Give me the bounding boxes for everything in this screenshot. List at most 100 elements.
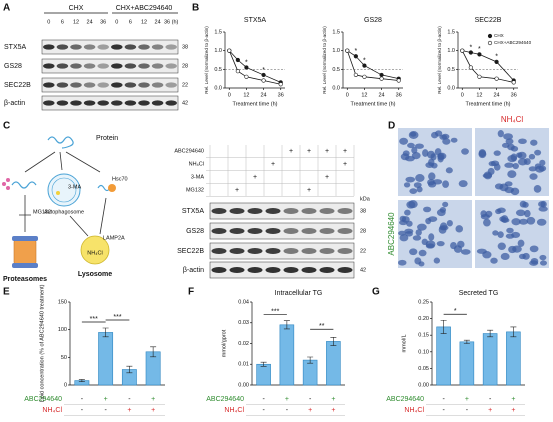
nucleus xyxy=(540,200,547,208)
point xyxy=(362,63,367,68)
band xyxy=(111,44,123,50)
band xyxy=(283,228,299,234)
band xyxy=(56,63,69,69)
legend-marker xyxy=(487,33,493,39)
nucleus xyxy=(503,133,514,140)
protein-label: β-actin xyxy=(4,100,25,107)
sign: - xyxy=(262,407,265,414)
sign: + xyxy=(465,396,469,403)
nucleus xyxy=(423,206,432,213)
y-tick-label: 0.15 xyxy=(418,333,429,339)
nucleus xyxy=(457,240,465,248)
panel-label: E xyxy=(3,287,10,298)
bar xyxy=(482,333,498,386)
y-tick-label: 1.0 xyxy=(447,48,455,54)
proteasome-cap xyxy=(12,263,38,268)
y-tick-label: 0.00 xyxy=(238,382,249,388)
nucleus xyxy=(402,150,410,157)
y-tick-label: 150 xyxy=(58,299,67,305)
band xyxy=(301,228,317,234)
bar xyxy=(256,363,271,386)
band xyxy=(337,208,353,214)
nucleus xyxy=(418,261,425,267)
y-tick-label: 0.04 xyxy=(238,299,249,305)
ubiquitinated-protein xyxy=(11,181,37,189)
point xyxy=(244,74,249,79)
nucleus xyxy=(406,220,413,227)
nucleus xyxy=(528,166,537,172)
protein-label: β-actin xyxy=(183,267,204,274)
sign: + xyxy=(325,148,329,155)
sign: + xyxy=(235,187,239,194)
band xyxy=(83,63,96,69)
nucleus xyxy=(536,218,547,226)
sig-label: *** xyxy=(90,316,98,323)
x-axis-label: Treatment time (h) xyxy=(350,101,395,107)
nucleus xyxy=(497,130,504,138)
nucleus xyxy=(450,137,458,143)
proteasome-cap xyxy=(12,236,38,241)
nucleus xyxy=(407,142,415,149)
nucleus xyxy=(436,209,446,217)
axes xyxy=(224,32,285,89)
nucleus xyxy=(439,134,447,140)
sign: + xyxy=(104,396,108,403)
time-label: 6 xyxy=(61,19,64,25)
point xyxy=(261,72,266,78)
point xyxy=(235,69,240,74)
nucleus xyxy=(497,242,506,250)
nucleus xyxy=(497,231,504,239)
y-tick-label: 0.0 xyxy=(332,85,340,91)
band xyxy=(283,208,299,214)
nucleus xyxy=(437,154,444,163)
point xyxy=(494,76,499,81)
time-label: 24 xyxy=(87,19,93,25)
nucleus xyxy=(511,231,521,238)
legend-label: CHX+ABC294640 xyxy=(494,40,532,45)
point xyxy=(235,57,240,63)
sign: - xyxy=(262,396,265,403)
nucleus xyxy=(530,257,539,265)
band xyxy=(211,208,227,214)
kda-label: 42 xyxy=(360,267,366,273)
ubiquitin xyxy=(6,186,10,190)
band xyxy=(319,267,335,273)
sign: + xyxy=(307,187,311,194)
band xyxy=(165,100,177,106)
nucleus xyxy=(412,235,422,241)
point xyxy=(261,78,266,83)
band xyxy=(70,100,82,106)
nucleus xyxy=(461,148,469,155)
scheme-protein: Protein xyxy=(96,135,118,142)
degradation-scheme: Protein MG132 Proteasomes 3-MA Autophago… xyxy=(2,135,128,283)
nucleus xyxy=(512,245,522,253)
band xyxy=(43,100,55,106)
band xyxy=(56,44,69,50)
y-tick-label: 1.0 xyxy=(214,48,222,54)
band xyxy=(83,100,96,106)
band xyxy=(265,228,281,234)
nucleus xyxy=(425,162,435,168)
nucleus xyxy=(418,249,427,257)
axes xyxy=(342,32,403,89)
error-bar xyxy=(150,346,157,358)
band xyxy=(165,44,177,50)
nucleus xyxy=(512,162,519,170)
significance: * xyxy=(354,48,357,55)
nucleus xyxy=(529,173,538,180)
band xyxy=(151,82,164,88)
y-axis-label: mmol/L xyxy=(401,334,407,352)
x-tick-label: 12 xyxy=(361,92,367,98)
error-bar xyxy=(126,365,133,374)
panel-label: C xyxy=(3,121,10,132)
nucleus xyxy=(490,160,500,167)
significance: * xyxy=(469,44,472,51)
nucleus xyxy=(519,200,527,208)
kda-label: 28 xyxy=(360,228,366,234)
protein-label: STX5A xyxy=(4,44,27,51)
nucleus xyxy=(501,142,510,148)
blot-strip xyxy=(41,77,179,93)
nucleus xyxy=(526,216,536,225)
kda-label: 42 xyxy=(182,100,188,106)
chart-title: SEC22B xyxy=(475,17,502,24)
